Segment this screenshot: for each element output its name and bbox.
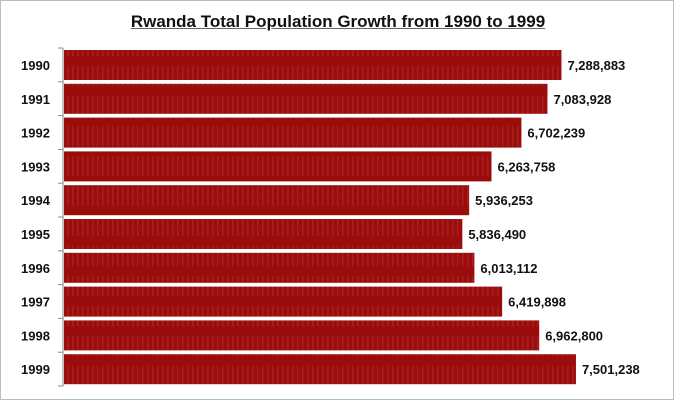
y-tick-label: 1992 bbox=[21, 126, 50, 141]
y-tick-label: 1999 bbox=[21, 362, 50, 377]
data-label: 5,836,490 bbox=[468, 227, 526, 242]
bar-1998 bbox=[64, 320, 540, 351]
data-label: 7,288,883 bbox=[567, 58, 625, 73]
bar-1993 bbox=[64, 151, 492, 182]
y-tick-label: 1990 bbox=[21, 58, 50, 73]
y-tick-label: 1997 bbox=[21, 295, 50, 310]
y-tick-label: 1991 bbox=[21, 92, 50, 107]
data-label: 7,083,928 bbox=[553, 92, 611, 107]
chart-title-text: Rwanda Total Population Growth from 1990… bbox=[130, 12, 546, 31]
bar-1999 bbox=[64, 354, 576, 385]
y-tick-label: 1995 bbox=[21, 227, 50, 242]
y-tick-label: 1993 bbox=[21, 159, 50, 174]
data-label: 6,962,800 bbox=[545, 328, 603, 343]
data-label: 7,501,238 bbox=[582, 362, 640, 377]
bar-1990 bbox=[64, 50, 562, 80]
bar-1995 bbox=[64, 219, 463, 249]
bar-1997 bbox=[64, 286, 503, 317]
bar-1992 bbox=[64, 117, 522, 148]
bar-1996 bbox=[64, 252, 475, 283]
chart-title: Rwanda Total Population Growth from 1990… bbox=[1, 12, 673, 32]
y-tick-label: 1998 bbox=[21, 328, 50, 343]
y-tick-label: 1994 bbox=[21, 193, 51, 208]
data-label: 6,702,239 bbox=[527, 126, 585, 141]
bar-1991 bbox=[64, 83, 548, 114]
data-label: 6,419,898 bbox=[508, 295, 566, 310]
y-tick-label: 1996 bbox=[21, 261, 50, 276]
data-label: 6,013,112 bbox=[480, 261, 537, 276]
data-label: 6,263,758 bbox=[498, 159, 556, 174]
data-label: 5,936,253 bbox=[475, 193, 533, 208]
bar-1994 bbox=[64, 185, 470, 216]
